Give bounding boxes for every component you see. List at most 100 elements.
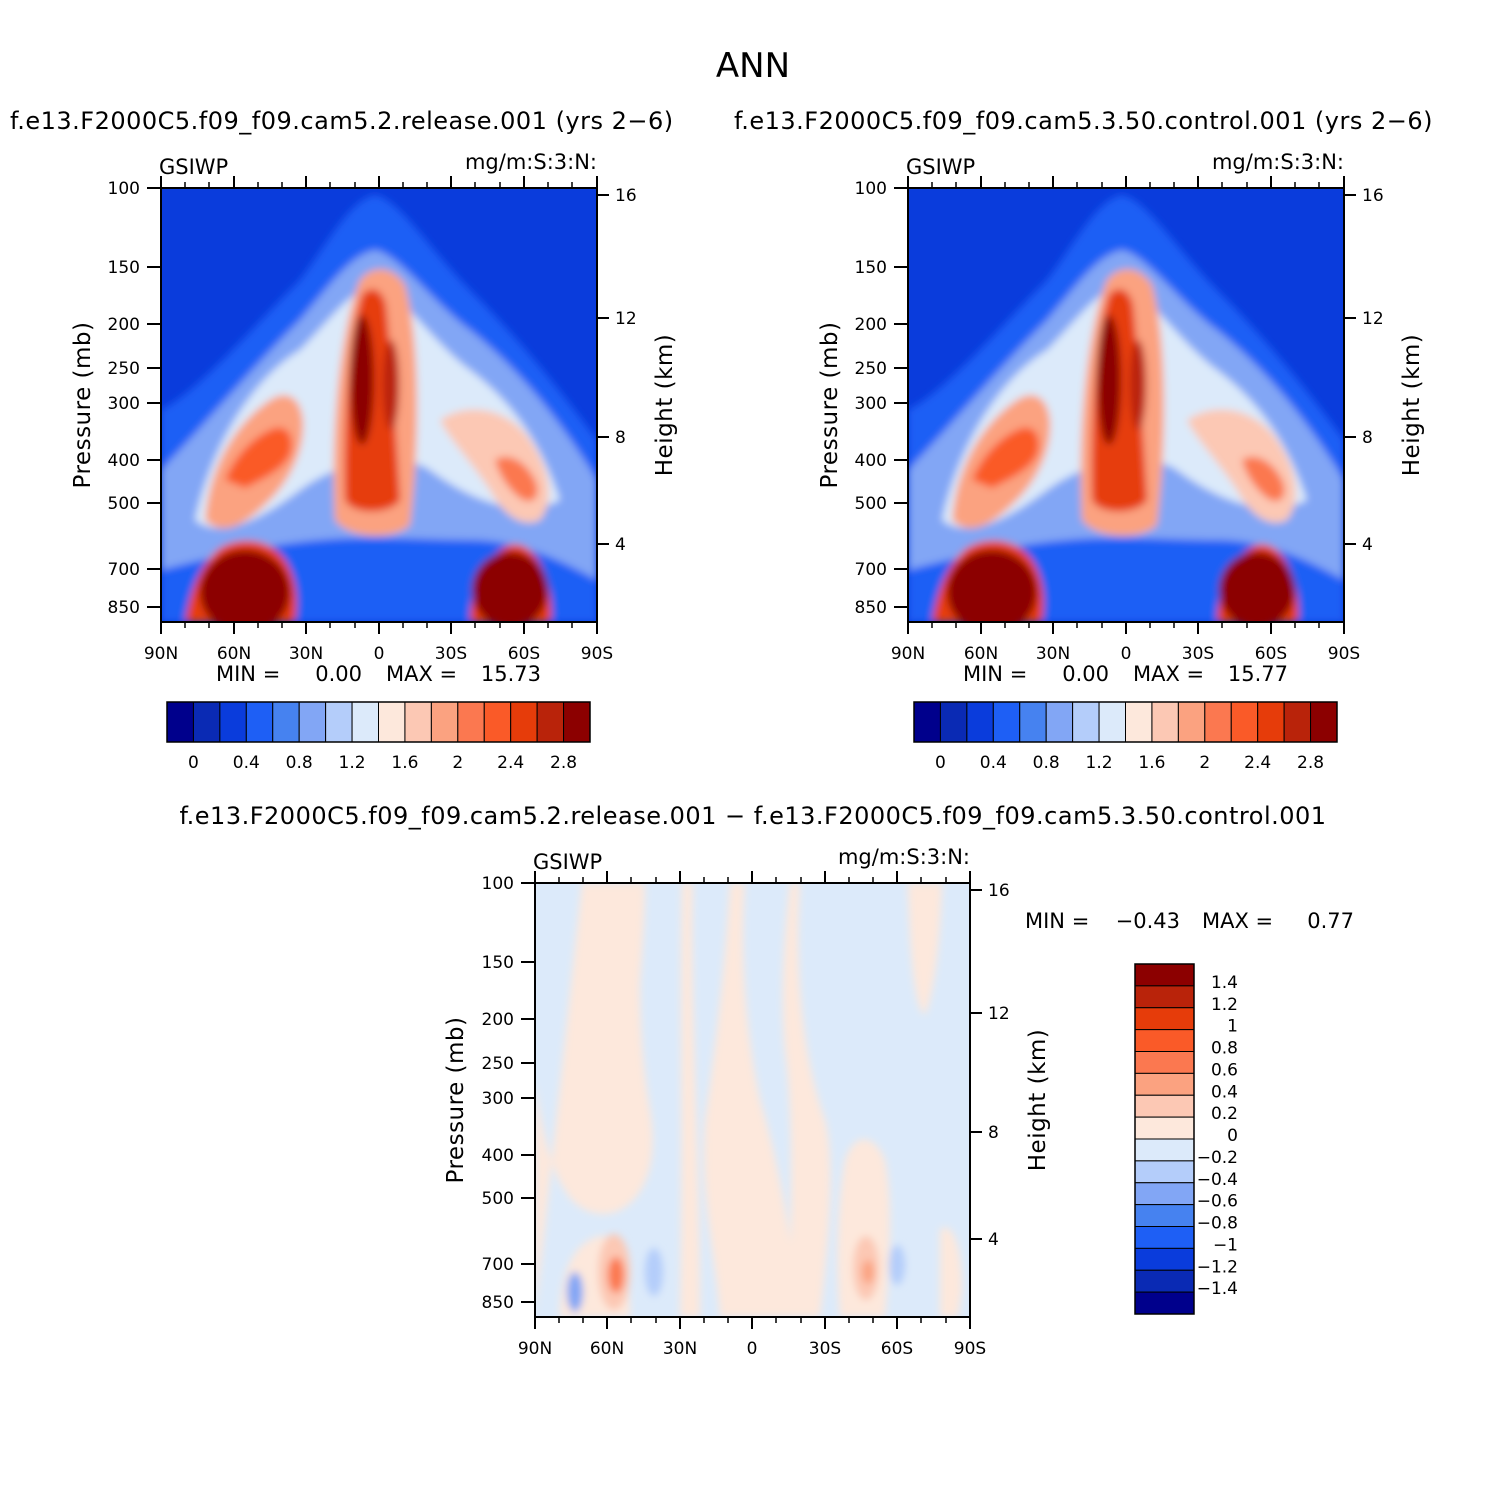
panel-1-colorbar: 0 0.4 0.8 1.2 1.6 2 2.4 2.8 <box>166 701 591 773</box>
panel-1-xtick-label: 90S <box>581 644 613 664</box>
colorbar-label: 1.6 <box>391 753 418 773</box>
colorbar-swatch <box>351 701 379 743</box>
colorbar-swatch <box>913 701 941 743</box>
panel-2-ylabel-right: Height (km) <box>1399 334 1425 477</box>
panel-1-xtick-label: 60N <box>217 644 251 664</box>
panel-3-contour-positive <box>577 883 645 1160</box>
colorbar-swatch <box>483 701 512 743</box>
colorbar-swatch <box>1019 701 1047 743</box>
panel-3-contour-positive <box>908 883 942 1015</box>
panel-2-ytick-right-label: 16 <box>1362 186 1384 206</box>
panel-1-yticks-right <box>597 194 609 545</box>
colorbar-swatch <box>430 701 459 743</box>
colorbar-label: −1 <box>1213 1235 1238 1255</box>
panel-2-yticks-right <box>1344 194 1356 545</box>
colorbar-label: 0 <box>935 753 946 773</box>
colorbar-swatch <box>1134 1226 1195 1249</box>
panel-2-max-value: 15.77 <box>1228 662 1288 686</box>
panel-1-min-value: 0.00 <box>315 662 362 686</box>
colorbar-label: 1.2 <box>1211 995 1238 1015</box>
panel-3-ytick-right-label: 16 <box>988 881 1010 901</box>
colorbar-swatch <box>1310 701 1338 743</box>
colorbar-label: 2.4 <box>497 753 524 773</box>
colorbar-label: 0.2 <box>1211 1104 1238 1124</box>
panel-3-yticks <box>521 882 535 1303</box>
panel-3-ytick-label: 150 <box>482 953 514 973</box>
panel-1-xtick-label: 90N <box>144 644 178 664</box>
panel-3-contour-positive <box>940 1227 962 1317</box>
colorbar-swatch <box>563 701 591 743</box>
panel-2-contour-eq-core-left <box>1097 315 1121 445</box>
panel-3-xtick-label: 60N <box>590 1339 624 1359</box>
panel-1-field-label: GSIWP <box>159 155 228 179</box>
colorbar-label: 0.8 <box>286 753 313 773</box>
panel-1-ylabel-right: Height (km) <box>652 334 678 477</box>
panel-3-ytick-label: 850 <box>482 1293 514 1313</box>
panel-1-plot-area <box>161 188 597 622</box>
panel-3-ytick-right-label: 12 <box>988 1004 1010 1024</box>
colorbar-swatch <box>325 701 353 743</box>
panel-3-xtick-label: 30N <box>663 1339 697 1359</box>
colorbar-label: −0.6 <box>1197 1192 1238 1212</box>
colorbar-swatch <box>378 701 406 743</box>
colorbar-label: 2 <box>452 753 463 773</box>
panel-1-ytick-label: 250 <box>108 359 140 379</box>
panel-3-contour-negative <box>567 1272 583 1312</box>
colorbar-swatch <box>1134 1204 1195 1227</box>
panel-2-ytick-label: 200 <box>855 315 887 335</box>
colorbar-swatch <box>1134 1291 1195 1315</box>
colorbar-label: −1.2 <box>1197 1257 1238 1277</box>
panel-1-contour-nh-low-core <box>200 550 290 622</box>
panel-2-contour-sh-low-core <box>1219 552 1295 622</box>
colorbar-frame <box>1134 963 1195 1315</box>
panel-3-contour-negative <box>889 1245 905 1285</box>
panel-1-yticks <box>147 187 161 608</box>
panel-1-ytick-right-label: 12 <box>615 309 637 329</box>
colorbar-swatch <box>1098 701 1126 743</box>
panel-1: f.e13.F2000C5.f09_f09.cam5.2.release.001… <box>10 107 678 773</box>
panel-3-plot-area <box>535 883 970 1317</box>
panel-1-title: f.e13.F2000C5.f09_f09.cam5.2.release.001… <box>10 107 674 135</box>
colorbar-swatch <box>1134 1182 1195 1206</box>
panel-2-max-label: MAX = <box>1133 662 1204 686</box>
panel-3-xminor-ticks <box>558 877 947 1323</box>
panel-1-xtick-label: 0 <box>374 644 385 664</box>
colorbar-label: 0.8 <box>1033 753 1060 773</box>
colorbar-label: 0.4 <box>1211 1082 1238 1102</box>
colorbar-label: 0.4 <box>980 753 1007 773</box>
panel-2-min-value: 0.00 <box>1062 662 1109 686</box>
panel-2-xtick-label: 60N <box>964 644 998 664</box>
panel-2-xtick-label: 90S <box>1328 644 1360 664</box>
panel-2-xtick-label: 90N <box>891 644 925 664</box>
panel-3-ytick-label: 700 <box>482 1255 514 1275</box>
panel-3-ylabel-right: Height (km) <box>1025 1029 1051 1172</box>
panel-2-ytick-right-label: 8 <box>1362 428 1373 448</box>
panel-1-ytick-right-label: 8 <box>615 428 626 448</box>
colorbar-swatch <box>992 701 1021 743</box>
colorbar-label: 2 <box>1199 753 1210 773</box>
colorbar-swatch <box>939 701 968 743</box>
panel-3-xtick-label: 0 <box>747 1339 758 1359</box>
panel-3-ytick-label: 200 <box>482 1010 514 1030</box>
panel-3-ytick-label: 250 <box>482 1054 514 1074</box>
panel-3-title: f.e13.F2000C5.f09_f09.cam5.2.release.001… <box>179 802 1326 830</box>
panel-1-ytick-label: 150 <box>108 258 140 278</box>
panel-1-xtick-label: 30N <box>289 644 323 664</box>
panel-2-units-label: mg/m:S:3:N: <box>1212 150 1344 174</box>
panel-1-contour-sh-arc-inner <box>495 456 538 502</box>
colorbar-swatch <box>1177 701 1206 743</box>
colorbar-swatch <box>510 701 538 743</box>
panel-2-xtick-label: 0 <box>1121 644 1132 664</box>
panel-1-ytick-right-label: 4 <box>615 535 626 555</box>
panel-1-xtick-label: 30S <box>435 644 467 664</box>
colorbar-swatch <box>245 701 274 743</box>
panel-2-xtick-label: 60S <box>1255 644 1287 664</box>
panel-1-contour-sh-low-core <box>472 552 548 622</box>
panel-1-ytick-label: 400 <box>108 451 140 471</box>
panel-2-yticks <box>894 187 908 608</box>
colorbar-swatch <box>1134 1247 1195 1271</box>
panel-2-xtick-label: 30S <box>1182 644 1214 664</box>
panel-3-ytick-label: 500 <box>482 1189 514 1209</box>
panel-2-ytick-label: 150 <box>855 258 887 278</box>
colorbar-label: 1.6 <box>1138 753 1165 773</box>
